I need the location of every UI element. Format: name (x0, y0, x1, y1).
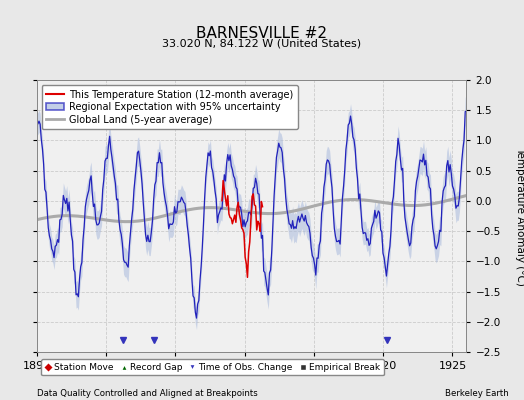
Legend: Station Move, Record Gap, Time of Obs. Change, Empirical Break: Station Move, Record Gap, Time of Obs. C… (41, 359, 384, 376)
Text: BARNESVILLE #2: BARNESVILLE #2 (196, 26, 328, 41)
Text: 33.020 N, 84.122 W (United States): 33.020 N, 84.122 W (United States) (162, 38, 362, 48)
Text: Berkeley Earth: Berkeley Earth (444, 389, 508, 398)
Y-axis label: Temperature Anomaly (°C): Temperature Anomaly (°C) (515, 146, 524, 286)
Text: Data Quality Controlled and Aligned at Breakpoints: Data Quality Controlled and Aligned at B… (37, 389, 257, 398)
